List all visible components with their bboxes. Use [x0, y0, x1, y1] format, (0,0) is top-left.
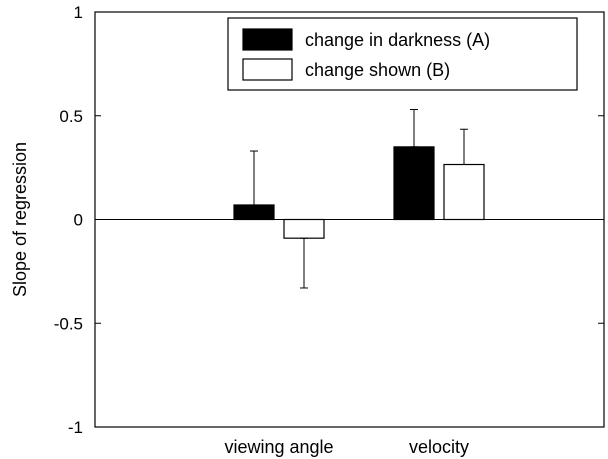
- bar-series: [233, 109, 485, 289]
- y-tick-label: 1: [74, 3, 83, 22]
- bar-change-shown-0: [283, 218, 325, 239]
- x-axis: viewing angle velocity: [224, 437, 469, 457]
- y-tick-label: 0.5: [59, 107, 83, 126]
- x-category-label: viewing angle: [224, 437, 333, 457]
- bar-change-in-darkness-0: [233, 204, 275, 221]
- legend-label: change shown (B): [305, 60, 450, 80]
- y-axis: 1 0.5 0 -0.5 -1: [54, 3, 604, 437]
- bar-change-shown-1: [443, 163, 485, 221]
- y-tick-label: 0: [74, 211, 83, 230]
- y-axis-label: Slope of regression: [10, 142, 30, 297]
- x-category-label: velocity: [409, 437, 469, 457]
- legend-swatch: [242, 58, 293, 81]
- y-tick-label: -0.5: [54, 314, 83, 333]
- legend: change in darkness (A) change shown (B): [227, 17, 578, 91]
- legend-label: change in darkness (A): [305, 30, 490, 50]
- bar-change-in-darkness-1: [393, 146, 435, 221]
- legend-swatch: [242, 28, 293, 51]
- y-tick-label: -1: [68, 418, 83, 437]
